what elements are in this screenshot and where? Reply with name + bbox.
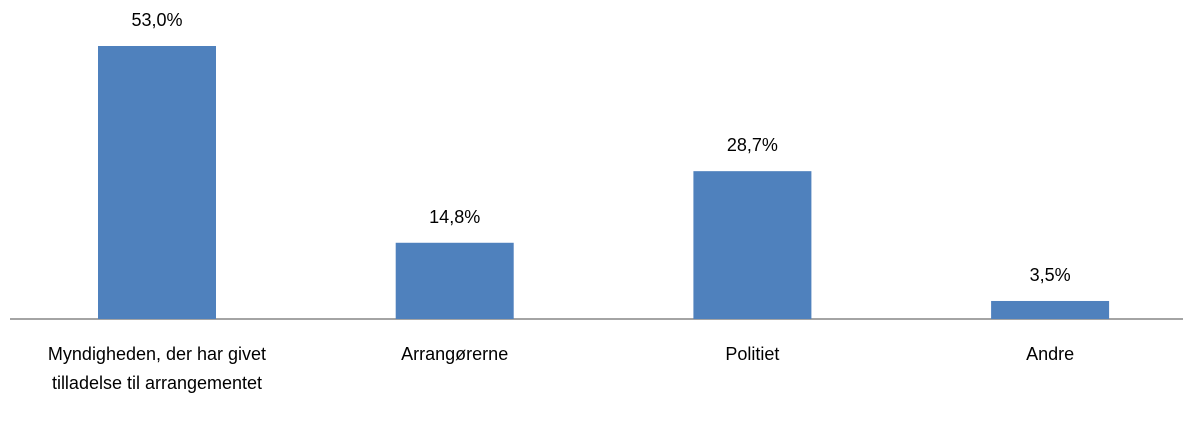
data-label: 28,7%	[727, 135, 778, 155]
x-tick-label: Myndigheden, der har givet tilladelse ti…	[47, 344, 267, 393]
x-tick-label: Arrangørerne	[401, 344, 509, 364]
data-label: 14,8%	[429, 207, 480, 227]
bar	[693, 171, 812, 319]
bar	[98, 46, 216, 319]
x-tick-label: Andre	[1026, 344, 1075, 364]
data-label: 3,5%	[1030, 265, 1071, 285]
bar	[991, 300, 1110, 319]
bar	[395, 242, 514, 319]
data-label: 53,0%	[131, 10, 182, 30]
x-tick-label: Politiet	[725, 344, 780, 364]
